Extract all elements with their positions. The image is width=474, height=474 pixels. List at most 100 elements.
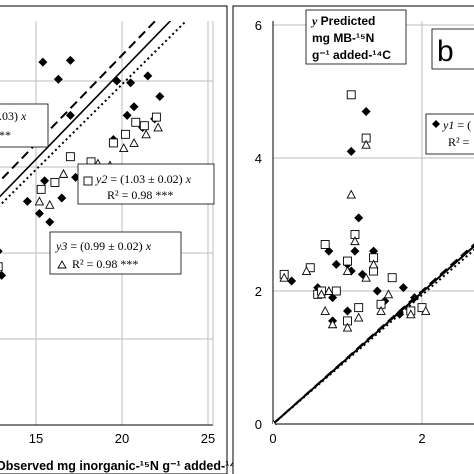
panel-a-x-axis-label: Observed mg inorganic-¹⁵N g⁻¹ added-¹⁴C	[0, 459, 245, 473]
panel-b-annotation-r2: R² =	[448, 135, 470, 149]
a-point-triangle-open	[129, 137, 139, 147]
a-point-diamond-filled	[38, 57, 48, 67]
b-point-square-open	[343, 256, 352, 266]
a-x-tick-label: 15	[29, 431, 43, 446]
a-point-diamond-filled	[0, 248, 3, 254]
panel-b-y-header: y Predicted mg MB-¹⁵N g⁻¹ added-¹⁴C	[305, 9, 407, 65]
a-point-triangle-open	[45, 199, 55, 209]
a-point-triangle-open	[153, 122, 163, 132]
b-point-square-open	[320, 239, 330, 249]
a-point-square-open	[65, 152, 75, 162]
b-point-triangle-open	[350, 236, 360, 246]
panel-a: 15 20 25 Observed mg inorganic-¹⁵N g⁻¹ add…	[0, 5, 245, 474]
a-point-diamond-filled	[112, 76, 122, 86]
b-y-tick-label: 2	[255, 284, 262, 299]
panel-b-header-line2: mg MB-¹⁵N	[312, 31, 374, 45]
b-point-diamond-filled	[398, 283, 408, 293]
b-point-triangle-open	[320, 305, 330, 315]
b-point-diamond-filled	[354, 213, 364, 223]
a-point-diamond-filled	[122, 110, 132, 120]
a-point-diamond-filled	[40, 176, 50, 186]
b-point-diamond-filled	[361, 106, 371, 116]
annotation-y1-eq: .03) x	[0, 109, 27, 123]
b-point-triangle-open	[420, 305, 431, 315]
b-point-diamond-filled	[331, 259, 341, 269]
a-x-tick-label: 20	[115, 431, 129, 446]
b-y-tick-label: 4	[255, 151, 262, 166]
a-point-diamond-filled	[129, 102, 139, 112]
b-point-triangle-open	[368, 259, 379, 269]
b-point-triangle-open	[376, 305, 386, 315]
panel-b-annotation-y1: y1 = ( R² =	[425, 113, 474, 155]
b-point-triangle-open	[327, 319, 338, 329]
panel-b-header-line3: g⁻¹ added-¹⁴C	[312, 48, 391, 62]
b-y-tick-label: 0	[255, 417, 262, 432]
panel-a-annotation-y3: y3 = (0.99 ± 0.02) x R² = 0.98 ***	[49, 231, 182, 275]
annotation-y3-eq: y3 = (0.99 ± 0.02) x	[55, 239, 152, 253]
b-point-square-open	[387, 273, 397, 283]
b-y-tick-label: 6	[255, 18, 262, 33]
b-line-y2	[273, 245, 474, 425]
annotation-y2-eq: y2 = (1.03 ± 0.02) x	[95, 172, 192, 186]
a-point-square-open	[36, 184, 46, 194]
b-point-triangle-open	[342, 322, 353, 332]
b-line-y3	[273, 248, 474, 425]
a-point-diamond-filled	[57, 193, 67, 203]
b-point-triangle-open	[316, 289, 327, 299]
annotation-y2-square-marker	[83, 176, 93, 186]
annotation-y1-r2: **	[0, 128, 11, 142]
panel-b: 0 2 4 6 0 2 y Predicted mg MB-¹⁵N g⁻¹ added-¹…	[232, 5, 474, 474]
b-point-triangle-open	[361, 272, 371, 282]
b-point-diamond-filled	[346, 146, 356, 156]
a-point-square-open	[151, 112, 161, 122]
a-point-diamond-filled	[0, 270, 7, 280]
a-point-square-open	[120, 129, 130, 139]
b-point-diamond-filled	[350, 246, 360, 256]
b-point-triangle-open	[279, 272, 289, 282]
b-point-triangle-open	[324, 286, 334, 295]
b-point-triangle-open	[383, 289, 394, 299]
annotation-y2-r2: R² = 0.98 ***	[107, 188, 173, 202]
a-point-triangle-open	[58, 168, 69, 178]
a-point-square-open	[139, 121, 149, 131]
annotation-y3-triangle-marker	[57, 260, 67, 269]
b-point-square-open	[354, 303, 364, 313]
a-line-y2	[0, 21, 172, 198]
a-point-diamond-filled	[126, 78, 136, 88]
b-point-triangle-open	[353, 312, 364, 322]
panel-b-regression-lines	[273, 243, 474, 425]
panel-b-annotation-diamond-marker	[432, 120, 440, 128]
a-x-tick-label: 25	[201, 431, 215, 446]
a-point-triangle-open	[118, 143, 129, 153]
a-point-square-open	[50, 178, 60, 187]
b-point-triangle-open	[346, 189, 356, 199]
panel-b-annotation-box	[425, 113, 474, 155]
a-point-diamond-filled	[53, 74, 63, 84]
annotation-y3-r2: R² = 0.98 ***	[72, 257, 138, 271]
panel-a-grid	[0, 21, 214, 426]
panel-a-x-ticks: 15 20 25	[29, 431, 215, 446]
a-point-diamond-filled	[22, 196, 32, 206]
b-point-triangle-open	[342, 266, 353, 275]
b-origin-marker	[273, 419, 277, 425]
b-point-triangle-open	[361, 139, 371, 149]
a-point-triangle-open	[141, 129, 151, 139]
a-point-diamond-filled	[65, 110, 75, 120]
annotation-y3-box	[49, 231, 182, 275]
a-point-square-open	[131, 117, 141, 127]
b-point-triangle-open	[301, 266, 312, 275]
panel-b-header-line1: y Predicted	[310, 14, 375, 28]
b-point-triangle-open	[406, 309, 416, 319]
panel-b-label-box: b	[431, 28, 474, 70]
b-point-diamond-filled	[410, 293, 420, 303]
a-point-diamond-filled	[143, 71, 153, 81]
a-point-square-open	[0, 262, 3, 272]
b-point-diamond-filled	[343, 306, 352, 316]
panel-b-points	[279, 90, 431, 332]
b-x-tick-label: 2	[418, 431, 425, 446]
a-point-diamond-filled	[155, 91, 165, 101]
annotation-y1-box	[0, 103, 49, 148]
a-point-diamond-filled	[45, 217, 55, 227]
b-point-diamond-filled	[287, 276, 297, 286]
